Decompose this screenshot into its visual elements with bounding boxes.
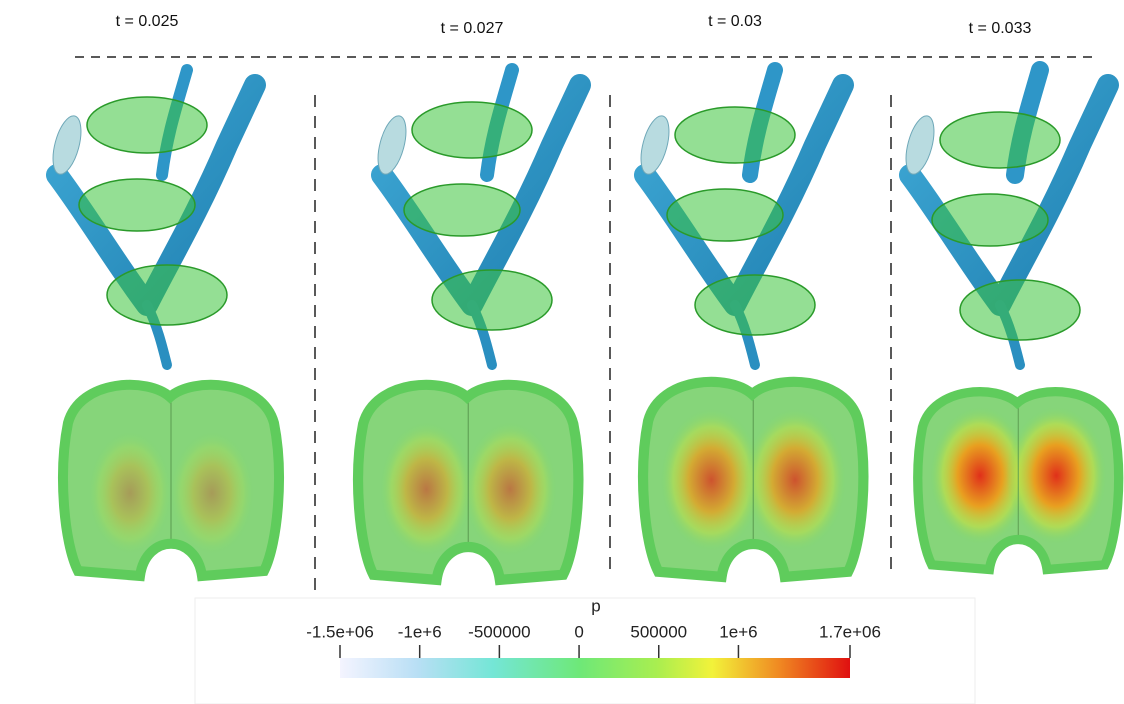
colorbar-tick-label: 1e+6 — [719, 622, 757, 641]
colorbar-tick-label: 0 — [574, 622, 583, 641]
pressure-spot — [170, 431, 254, 555]
valve-cup — [404, 184, 520, 236]
vortex-render — [373, 70, 580, 365]
vortex-render — [636, 70, 843, 365]
pressure-render — [63, 385, 279, 576]
pressure-spot — [88, 431, 172, 555]
page: {"panels": [{"title": "t = 0.025"}, {"ti… — [0, 0, 1124, 704]
pressure-render — [643, 382, 863, 577]
pressure-spot — [463, 422, 557, 557]
pressure-spot — [379, 422, 473, 557]
colorbar-tick-label: 1.7e+06 — [819, 622, 881, 641]
valve-cup — [412, 102, 532, 158]
valve-cup — [667, 189, 783, 241]
panel-title: t = 0.03 — [708, 13, 762, 30]
colorbar — [340, 658, 850, 678]
colorbar-tick-label: -1.5e+06 — [306, 622, 374, 641]
colorbar-frame — [195, 598, 975, 704]
pressure-spot — [744, 409, 846, 552]
valve-cup — [432, 270, 552, 330]
vortex-render — [901, 70, 1108, 365]
colorbar-tick-label: 500000 — [630, 622, 687, 641]
pressure-spot — [1006, 407, 1106, 545]
panel-title: t = 0.025 — [116, 13, 179, 30]
colorbar-label: p — [591, 596, 600, 615]
pressure-render — [358, 385, 578, 580]
valve-cup — [960, 280, 1080, 340]
colorbar-tick-label: -1e+6 — [398, 622, 442, 641]
colorbar-tick-label: -500000 — [468, 622, 530, 641]
valve-cup — [79, 179, 195, 231]
valve-cup — [932, 194, 1048, 246]
panel-title: t = 0.027 — [441, 20, 504, 37]
valve-cup — [695, 275, 815, 335]
valve-cup — [940, 112, 1060, 168]
valve-cup — [107, 265, 227, 325]
panel-title: t = 0.033 — [969, 20, 1032, 37]
figure: p t = 0.025 t = 0.027 t = 0.03 t = 0.033 -1.… — [0, 0, 1124, 704]
pressure-render — [918, 392, 1119, 570]
valve-cup — [675, 107, 795, 163]
valve-cup — [87, 97, 207, 153]
vortex-render — [48, 70, 255, 365]
